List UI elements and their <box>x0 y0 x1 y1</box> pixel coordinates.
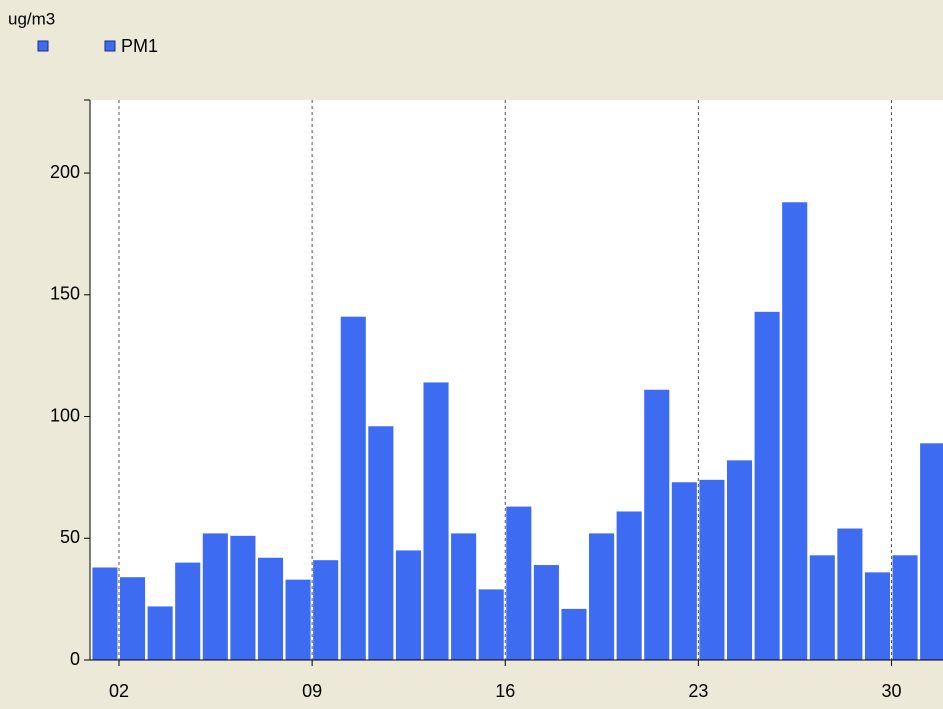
y-tick-label: 150 <box>50 284 80 304</box>
legend-swatch <box>104 40 116 52</box>
bar <box>809 555 835 660</box>
bar <box>478 589 504 660</box>
bar <box>313 560 339 660</box>
bar <box>340 316 366 660</box>
x-tick-label: 02 <box>109 681 129 701</box>
bar <box>451 533 477 660</box>
bar <box>119 577 146 660</box>
bar <box>920 443 943 660</box>
bar <box>230 535 256 660</box>
bar <box>754 311 780 660</box>
bar <box>644 389 670 660</box>
x-tick-label: 23 <box>688 681 708 701</box>
x-tick-label: 16 <box>495 681 515 701</box>
y-tick-label: 0 <box>70 649 80 669</box>
legend-label: PM1 <box>121 36 158 56</box>
bar <box>285 579 311 660</box>
bar <box>423 382 449 660</box>
bar <box>561 608 587 660</box>
y-tick-label: 50 <box>60 527 80 547</box>
bar <box>589 533 615 660</box>
bar <box>616 511 642 660</box>
bar <box>92 567 118 660</box>
bar <box>699 479 725 660</box>
y-tick-label: 200 <box>50 162 80 182</box>
bar <box>782 202 808 660</box>
bar <box>147 606 173 660</box>
bar <box>892 555 918 660</box>
y-tick-label: 100 <box>50 405 80 425</box>
bar <box>175 562 201 660</box>
bar <box>533 565 559 660</box>
legend-swatch <box>37 40 49 52</box>
bar <box>395 550 421 660</box>
bar <box>726 460 753 660</box>
bar <box>864 572 891 660</box>
bar <box>202 533 228 660</box>
y-axis-label: ug/m3 <box>8 9 55 28</box>
bar <box>506 506 532 660</box>
bar <box>257 557 284 660</box>
bar <box>368 426 394 660</box>
bar <box>671 482 697 660</box>
x-tick-label: 09 <box>302 681 322 701</box>
bar <box>837 528 863 660</box>
x-tick-label: 30 <box>882 681 902 701</box>
